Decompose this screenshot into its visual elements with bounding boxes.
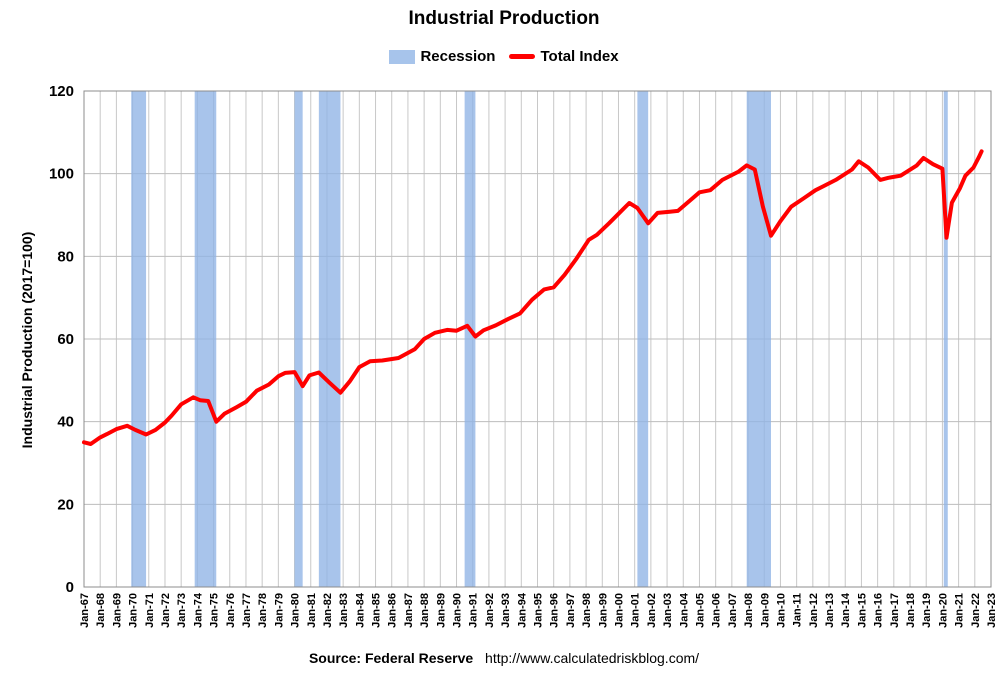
- x-tick-label: Jan-09: [759, 593, 771, 628]
- x-tick-label: Jan-93: [500, 593, 512, 628]
- recession-band: [194, 91, 217, 587]
- x-tick-label: Jan-77: [241, 593, 253, 628]
- x-tick-label: Jan-19: [921, 593, 933, 628]
- plot-border: [83, 90, 992, 588]
- x-tick-label: Jan-89: [435, 593, 447, 628]
- recession-band: [943, 91, 948, 587]
- x-tick-label: Jan-11: [792, 593, 804, 627]
- x-tick-label: Jan-90: [452, 593, 464, 628]
- x-tick-label: Jan-74: [192, 592, 204, 628]
- x-tick-label: Jan-79: [273, 593, 285, 628]
- x-tick-label: Jan-07: [727, 593, 739, 628]
- x-tick-label: Jan-95: [533, 593, 545, 628]
- y-tick-label: 60: [57, 331, 74, 348]
- x-tick-label: Jan-82: [322, 593, 334, 628]
- x-tick-label: Jan-15: [856, 593, 868, 628]
- x-tick-label: Jan-18: [905, 593, 917, 628]
- x-tick-label: Jan-73: [176, 593, 188, 628]
- x-tick-label: Jan-71: [144, 593, 156, 628]
- x-tick-label: Jan-97: [565, 593, 577, 628]
- y-tick-label: 120: [49, 83, 74, 100]
- legend: Recession Total Index: [0, 48, 1008, 65]
- recession-band: [746, 91, 771, 587]
- series-line-total-index: [82, 149, 984, 446]
- x-tick-label: Jan-98: [581, 593, 593, 628]
- x-tick-label: Jan-02: [646, 593, 658, 628]
- legend-label-total-index: Total Index: [540, 48, 619, 65]
- x-tick-label: Jan-03: [662, 593, 674, 628]
- x-tick-label: Jan-23: [986, 593, 998, 628]
- x-tick-label: Jan-14: [840, 592, 852, 628]
- recession-band: [318, 91, 341, 587]
- y-tick-label: 40: [57, 414, 74, 431]
- legend-swatch-total-index: [509, 54, 536, 59]
- x-tick-label: Jan-10: [775, 593, 787, 628]
- recession-band: [294, 91, 303, 587]
- x-tick-label: Jan-81: [306, 593, 318, 628]
- x-tick-label: Jan-87: [403, 593, 415, 628]
- x-tick-label: Jan-76: [225, 593, 237, 628]
- x-tick-label: Jan-86: [387, 593, 399, 628]
- x-tick-label: Jan-05: [694, 593, 706, 628]
- x-tick-label: Jan-67: [79, 593, 91, 628]
- x-tick-label: Jan-83: [338, 593, 350, 628]
- legend-item-total-index: Total Index: [509, 48, 619, 65]
- source-note: Source: Federal Reserve http://www.calcu…: [0, 650, 1008, 666]
- x-tick-label: Jan-99: [597, 593, 609, 628]
- legend-label-recession: Recession: [420, 48, 496, 65]
- legend-swatch-recession: [389, 49, 416, 64]
- x-tick-label: Jan-92: [484, 593, 496, 628]
- recession-band: [131, 91, 147, 587]
- chart-title: Industrial Production: [408, 8, 600, 29]
- x-tick-label: Jan-72: [160, 593, 172, 628]
- x-tick-label: Jan-20: [937, 593, 949, 628]
- source-label: Source: Federal Reserve: [308, 650, 474, 666]
- x-tick-label: Jan-17: [889, 593, 901, 628]
- x-tick-label: Jan-70: [128, 593, 140, 628]
- y-tick-label: 20: [57, 496, 74, 513]
- x-tick-label: Jan-96: [549, 593, 561, 628]
- x-tick-label: Jan-04: [678, 592, 690, 628]
- recession-band: [637, 91, 649, 587]
- x-tick-label: Jan-06: [711, 593, 723, 628]
- x-tick-label: Jan-78: [257, 593, 269, 628]
- x-tick-label: Jan-16: [873, 593, 885, 628]
- x-tick-label: Jan-01: [630, 593, 642, 628]
- y-tick-label: 100: [49, 166, 74, 183]
- x-tick-label: Jan-75: [209, 593, 221, 628]
- recession-band: [464, 91, 476, 587]
- x-tick-label: Jan-85: [371, 593, 383, 628]
- x-tick-label: Jan-94: [516, 592, 528, 628]
- x-tick-label: Jan-13: [824, 593, 836, 628]
- x-tick-label: Jan-21: [954, 593, 966, 628]
- x-tick-label: Jan-80: [290, 593, 302, 628]
- source-url[interactable]: http://www.calculatedriskblog.com/: [485, 650, 700, 666]
- x-tick-label: Jan-12: [808, 593, 820, 628]
- x-tick-label: Jan-84: [354, 592, 366, 628]
- x-tick-label: Jan-22: [970, 593, 982, 628]
- y-tick-label: 80: [57, 248, 74, 265]
- x-tick-label: Jan-00: [613, 593, 625, 628]
- x-tick-label: Jan-08: [743, 593, 755, 628]
- x-tick-label: Jan-68: [95, 593, 107, 628]
- legend-item-recession: Recession: [389, 48, 495, 65]
- x-tick-label: Jan-88: [419, 593, 431, 628]
- x-tick-label: Jan-91: [468, 593, 480, 628]
- y-tick-label: 0: [66, 579, 74, 596]
- x-tick-label: Jan-69: [111, 593, 123, 628]
